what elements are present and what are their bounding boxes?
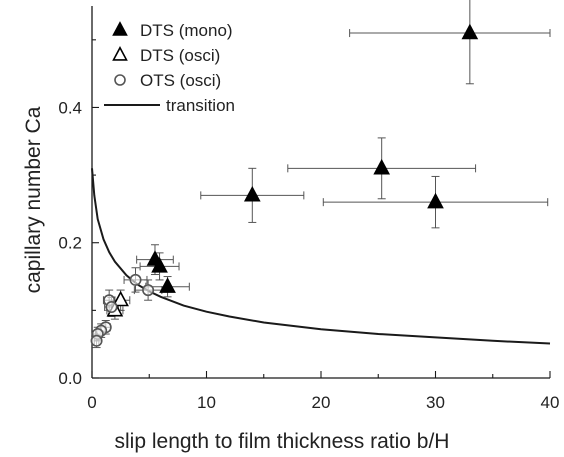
- x-tick-label: 20: [312, 393, 331, 412]
- y-tick-label: 0.4: [58, 98, 82, 117]
- point-ots-osci: [90, 334, 103, 347]
- y-tick-label: 0.2: [58, 234, 82, 253]
- point-dts-mono: [159, 277, 176, 293]
- transition-curve: [91, 168, 551, 345]
- legend-label: DTS (osci): [140, 46, 220, 65]
- point-ots-osci: [142, 284, 155, 297]
- point-dts-osci: [112, 290, 129, 307]
- point-ots-osci: [105, 300, 118, 313]
- point-dts-mono: [243, 185, 261, 202]
- x-tick-label: 40: [541, 393, 560, 412]
- transition-curve-group: [91, 168, 551, 345]
- point-dts-mono: [373, 158, 391, 175]
- x-tick-label: 30: [426, 393, 445, 412]
- x-axis-title: slip length to film thickness ratio b/H: [115, 430, 450, 453]
- point-dts-mono: [461, 23, 479, 40]
- axes: 0 10 20 30 40 0.0 0.2 0.4: [58, 6, 559, 412]
- point-dts-mono: [427, 192, 444, 209]
- legend-marker-dts-mono: [112, 21, 128, 36]
- data-points: [90, 23, 479, 347]
- y-tick-label: 0.0: [58, 369, 82, 388]
- point-dts-mono: [151, 256, 168, 273]
- legend-marker-dts-osci: [112, 46, 128, 61]
- legend-marker-ots-osci: [114, 74, 126, 86]
- y-axis-title: capillary number Ca: [22, 106, 45, 293]
- x-tick-label: 0: [87, 393, 96, 412]
- legend-label: transition: [166, 96, 235, 115]
- point-ots-osci: [129, 273, 142, 286]
- legend-label: OTS (osci): [140, 71, 221, 90]
- legend-label: DTS (mono): [140, 21, 233, 40]
- x-tick-label: 10: [197, 393, 216, 412]
- legend: DTS (mono) DTS (osci) OTS (osci) transition: [104, 21, 235, 115]
